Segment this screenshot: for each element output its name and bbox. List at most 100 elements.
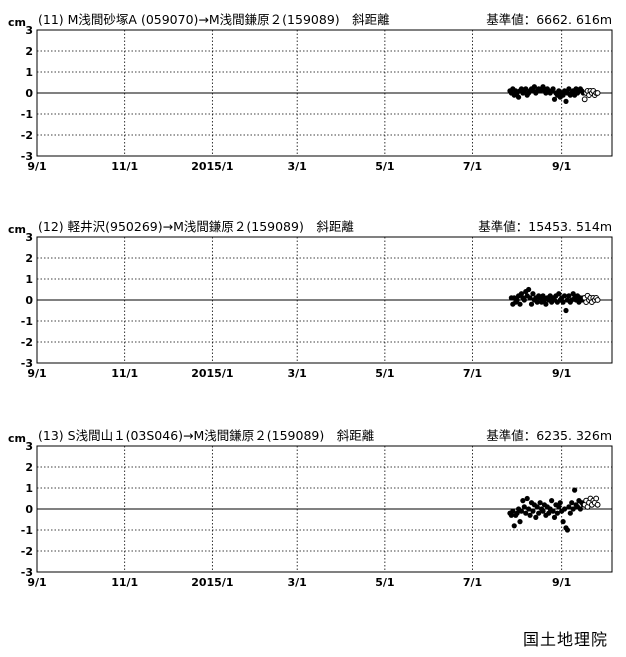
- x-tick-label: 9/1: [552, 367, 571, 380]
- x-tick-label: 5/1: [375, 367, 394, 380]
- data-point: [514, 510, 520, 516]
- data-point: [577, 506, 583, 512]
- data-point: [564, 527, 571, 533]
- unit-label: cm: [8, 16, 26, 29]
- x-tick-label: 9/1: [27, 160, 46, 173]
- x-tick-label: 5/1: [375, 576, 394, 589]
- data-point: [566, 504, 572, 510]
- y-tick-label: -2: [21, 545, 33, 558]
- x-tick-label: 7/1: [463, 160, 482, 173]
- y-tick-label: -3: [21, 566, 33, 579]
- x-tick-label: 11/1: [111, 160, 138, 173]
- data-point: [550, 508, 556, 514]
- data-point: [556, 504, 562, 510]
- data-point: [515, 94, 522, 100]
- data-point: [526, 286, 532, 293]
- y-tick-label: 3: [25, 231, 33, 244]
- data-point: [518, 508, 525, 514]
- y-tick-label: -2: [21, 129, 33, 142]
- data-point: [508, 512, 514, 518]
- unit-label: cm: [8, 223, 26, 236]
- y-tick-label: 2: [25, 45, 33, 58]
- data-point: [536, 510, 542, 516]
- data-point: [566, 293, 572, 299]
- data-point: [517, 519, 523, 525]
- data-point: [550, 86, 556, 92]
- chart-title: (12) 軽井沢(950269)→M浅間鎌原２(159089) 斜距離: [38, 219, 354, 234]
- data-point-open: [581, 96, 588, 103]
- data-point: [563, 98, 569, 104]
- plot-frame: [36, 236, 613, 364]
- chart-panel-11: cm (11) M浅間砂塚A (059070)→M浅間鎌原２(159089) 斜距…: [8, 12, 613, 173]
- data-point: [554, 510, 560, 516]
- data-point: [561, 293, 568, 299]
- data-point: [534, 299, 540, 305]
- footer-credit: 国土地理院: [522, 630, 608, 649]
- x-tick-label: 11/1: [111, 576, 138, 589]
- data-point: [569, 500, 575, 506]
- data-point: [537, 500, 543, 506]
- data-point: [523, 510, 529, 516]
- y-tick-label: 1: [25, 66, 33, 79]
- x-tick-label: 7/1: [463, 576, 482, 589]
- x-tick-label: 9/1: [27, 576, 46, 589]
- y-tick-label: -3: [21, 150, 33, 163]
- x-tick-label: 2015/1: [191, 160, 233, 173]
- data-point: [560, 299, 566, 305]
- reference-value: 基準値：6662. 616m: [486, 12, 612, 27]
- data-point: [511, 523, 517, 529]
- data-point: [540, 508, 546, 514]
- data-point: [518, 291, 525, 297]
- data-point: [521, 297, 527, 303]
- data-point: [563, 307, 569, 314]
- data-point: [567, 510, 573, 516]
- data-point: [546, 510, 552, 516]
- data-point: [551, 514, 558, 521]
- y-tick-label: 3: [25, 440, 33, 453]
- reference-value: 基準値：6235. 326m: [486, 428, 612, 443]
- x-tick-label: 9/1: [27, 367, 46, 380]
- reference-value: 基準値：15453. 514m: [478, 219, 612, 234]
- data-point: [557, 500, 563, 506]
- y-tick-label: -1: [21, 524, 33, 537]
- data-point: [510, 508, 516, 514]
- data-point: [549, 498, 555, 504]
- unit-label: cm: [8, 432, 26, 445]
- data-point: [524, 495, 530, 502]
- data-point: [572, 487, 578, 493]
- data-point: [530, 508, 536, 514]
- x-tick-label: 2015/1: [191, 367, 233, 380]
- y-tick-label: 0: [25, 294, 33, 307]
- x-tick-label: 11/1: [111, 367, 138, 380]
- data-point: [543, 301, 549, 307]
- data-point: [561, 506, 568, 512]
- data-point-open: [594, 297, 601, 303]
- x-tick-label: 3/1: [288, 160, 307, 173]
- y-tick-label: 2: [25, 252, 33, 265]
- data-point: [551, 96, 558, 102]
- data-point: [560, 92, 566, 98]
- data-point: [514, 297, 520, 303]
- plot-frame: [36, 445, 613, 573]
- y-tick-label: 0: [25, 87, 33, 100]
- y-tick-label: 1: [25, 273, 33, 286]
- chart-panel-13: cm (13) S浅間山１(03S046)→M浅間鎌原２(159089) 斜距離 基…: [8, 428, 613, 589]
- data-point: [540, 84, 546, 90]
- x-tick-label: 5/1: [375, 160, 394, 173]
- x-tick-label: 3/1: [288, 576, 307, 589]
- plot-frame: [36, 29, 613, 157]
- x-tick-label: 3/1: [288, 367, 307, 380]
- data-point: [526, 506, 532, 512]
- data-point: [530, 291, 536, 297]
- data-point: [556, 291, 562, 297]
- data-point: [520, 498, 526, 504]
- data-point: [570, 291, 576, 297]
- data-point: [531, 84, 537, 90]
- data-point: [528, 301, 535, 307]
- y-tick-label: -1: [21, 315, 33, 328]
- y-tick-label: 1: [25, 482, 33, 495]
- data-point: [534, 504, 540, 510]
- data-point: [540, 293, 546, 299]
- data-point-open: [593, 495, 600, 502]
- x-tick-label: 2015/1: [191, 576, 233, 589]
